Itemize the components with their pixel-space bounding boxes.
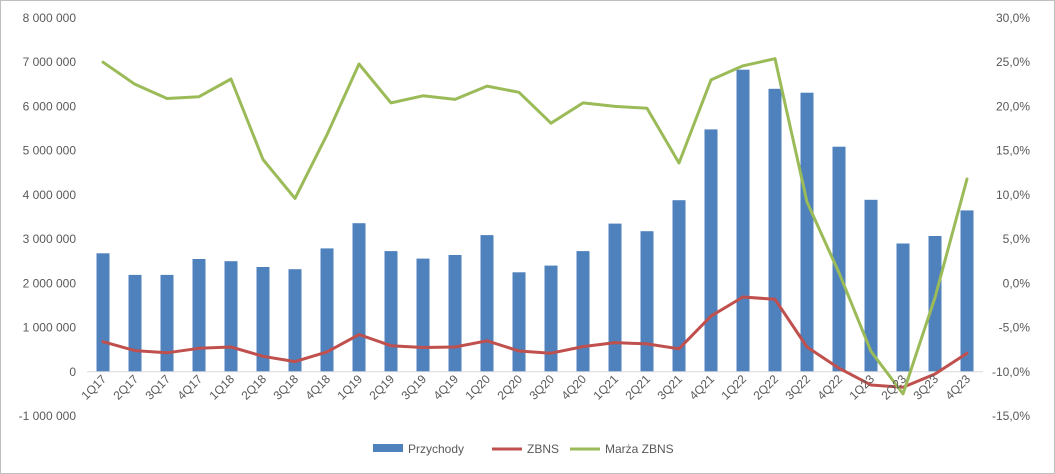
- y-left-tick-label: 3 000 000: [23, 232, 77, 246]
- x-tick-label: 3Q17: [142, 372, 173, 403]
- bar-4Q17: [192, 259, 206, 372]
- y-left-tick-label: -1 000 000: [19, 409, 77, 423]
- bar-1Q23: [864, 199, 878, 372]
- bar-2Q19: [384, 251, 398, 372]
- x-tick-label: 1Q19: [334, 372, 365, 403]
- legend-label: Przychody: [408, 442, 464, 456]
- bar-2Q23: [896, 243, 910, 372]
- y-right-tick-label: 15,0%: [996, 144, 1030, 158]
- x-tick-label: 3Q19: [398, 372, 429, 403]
- x-tick-label: 4Q20: [558, 372, 589, 403]
- y-right-tick-label: 30,0%: [996, 11, 1030, 25]
- bar-4Q20: [576, 251, 590, 372]
- x-tick-label: 1Q22: [718, 372, 749, 403]
- bar-4Q21: [704, 129, 718, 372]
- x-tick-label: 2Q17: [110, 372, 141, 403]
- bar-1Q21: [608, 223, 622, 372]
- bar-3Q22: [800, 92, 814, 372]
- bar-1Q19: [352, 223, 366, 372]
- legend-swatch-bar: [373, 444, 403, 452]
- x-tick-label: 3Q18: [270, 372, 301, 403]
- x-tick-label: 2Q19: [366, 372, 397, 403]
- bar-2Q22: [768, 88, 782, 372]
- x-tick-label: 4Q21: [686, 372, 717, 403]
- bar-1Q22: [736, 69, 750, 372]
- x-tick-label: 3Q20: [526, 372, 557, 403]
- bar-3Q20: [544, 265, 558, 372]
- y-left-tick-label: 4 000 000: [23, 188, 77, 202]
- legend-label: ZBNS: [527, 442, 559, 456]
- x-tick-label: 1Q17: [78, 372, 109, 403]
- x-tick-label: 1Q18: [206, 372, 237, 403]
- x-tick-label: 4Q23: [942, 372, 973, 403]
- y-left-tick-label: 0: [69, 365, 76, 379]
- x-tick-label: 4Q22: [814, 372, 845, 403]
- y-left-tick-label: 2 000 000: [23, 276, 77, 290]
- bar-3Q19: [416, 258, 430, 372]
- y-right-tick-label: -10,0%: [992, 365, 1030, 379]
- x-tick-label: 2Q20: [494, 372, 525, 403]
- x-tick-label: 1Q23: [846, 372, 877, 403]
- line-mar-a-zbns: [101, 57, 969, 396]
- x-tick-label: 3Q23: [910, 372, 941, 403]
- x-tick-label: 4Q18: [302, 372, 333, 403]
- y-left-tick-label: 1 000 000: [23, 321, 77, 335]
- x-tick-label: 2Q18: [238, 372, 269, 403]
- y-right-tick-label: -15,0%: [992, 409, 1030, 423]
- legend: Przychody ZBNS Marża ZBNS: [373, 442, 674, 456]
- bar-4Q19: [448, 255, 462, 372]
- bar-2Q21: [640, 231, 654, 372]
- bar-3Q21: [672, 200, 686, 372]
- bar-1Q18: [224, 261, 238, 372]
- bar-2Q20: [512, 272, 526, 372]
- bar-2Q17: [128, 274, 142, 372]
- y-right-tick-label: 10,0%: [996, 188, 1030, 202]
- bar-1Q20: [480, 235, 494, 372]
- series-lines: [101, 57, 969, 396]
- bar-3Q23: [928, 236, 942, 372]
- y-right-tick-label: 25,0%: [996, 55, 1030, 69]
- revenue-bars: [96, 69, 974, 372]
- y-left-tick-label: 8 000 000: [23, 11, 77, 25]
- x-tick-label: 4Q17: [174, 372, 205, 403]
- y-right-tick-label: -5,0%: [999, 321, 1031, 335]
- x-tick-label: 2Q21: [622, 372, 653, 403]
- x-tick-label: 4Q19: [430, 372, 461, 403]
- x-tick-label: 3Q22: [782, 372, 813, 403]
- legend-label: Marża ZBNS: [605, 442, 674, 456]
- bar-4Q18: [320, 248, 334, 372]
- y-right-tick-label: 0,0%: [1003, 276, 1031, 290]
- bar-4Q23: [960, 210, 974, 372]
- bar-3Q18: [288, 269, 302, 372]
- bar-3Q17: [160, 274, 174, 372]
- y-left-tick-label: 6 000 000: [23, 99, 77, 113]
- bar-2Q18: [256, 267, 270, 372]
- x-tick-label: 2Q22: [750, 372, 781, 403]
- y-right-tick-label: 5,0%: [1003, 232, 1031, 246]
- y-left-tick-label: 5 000 000: [23, 144, 77, 158]
- y-right-tick-label: 20,0%: [996, 99, 1030, 113]
- x-tick-label: 1Q20: [462, 372, 493, 403]
- y-left-tick-label: 7 000 000: [23, 55, 77, 69]
- x-tick-label: 1Q21: [590, 372, 621, 403]
- bar-4Q22: [832, 146, 846, 372]
- line-zbns: [101, 295, 969, 389]
- bar-1Q17: [96, 253, 110, 372]
- x-tick-label: 3Q21: [654, 372, 685, 403]
